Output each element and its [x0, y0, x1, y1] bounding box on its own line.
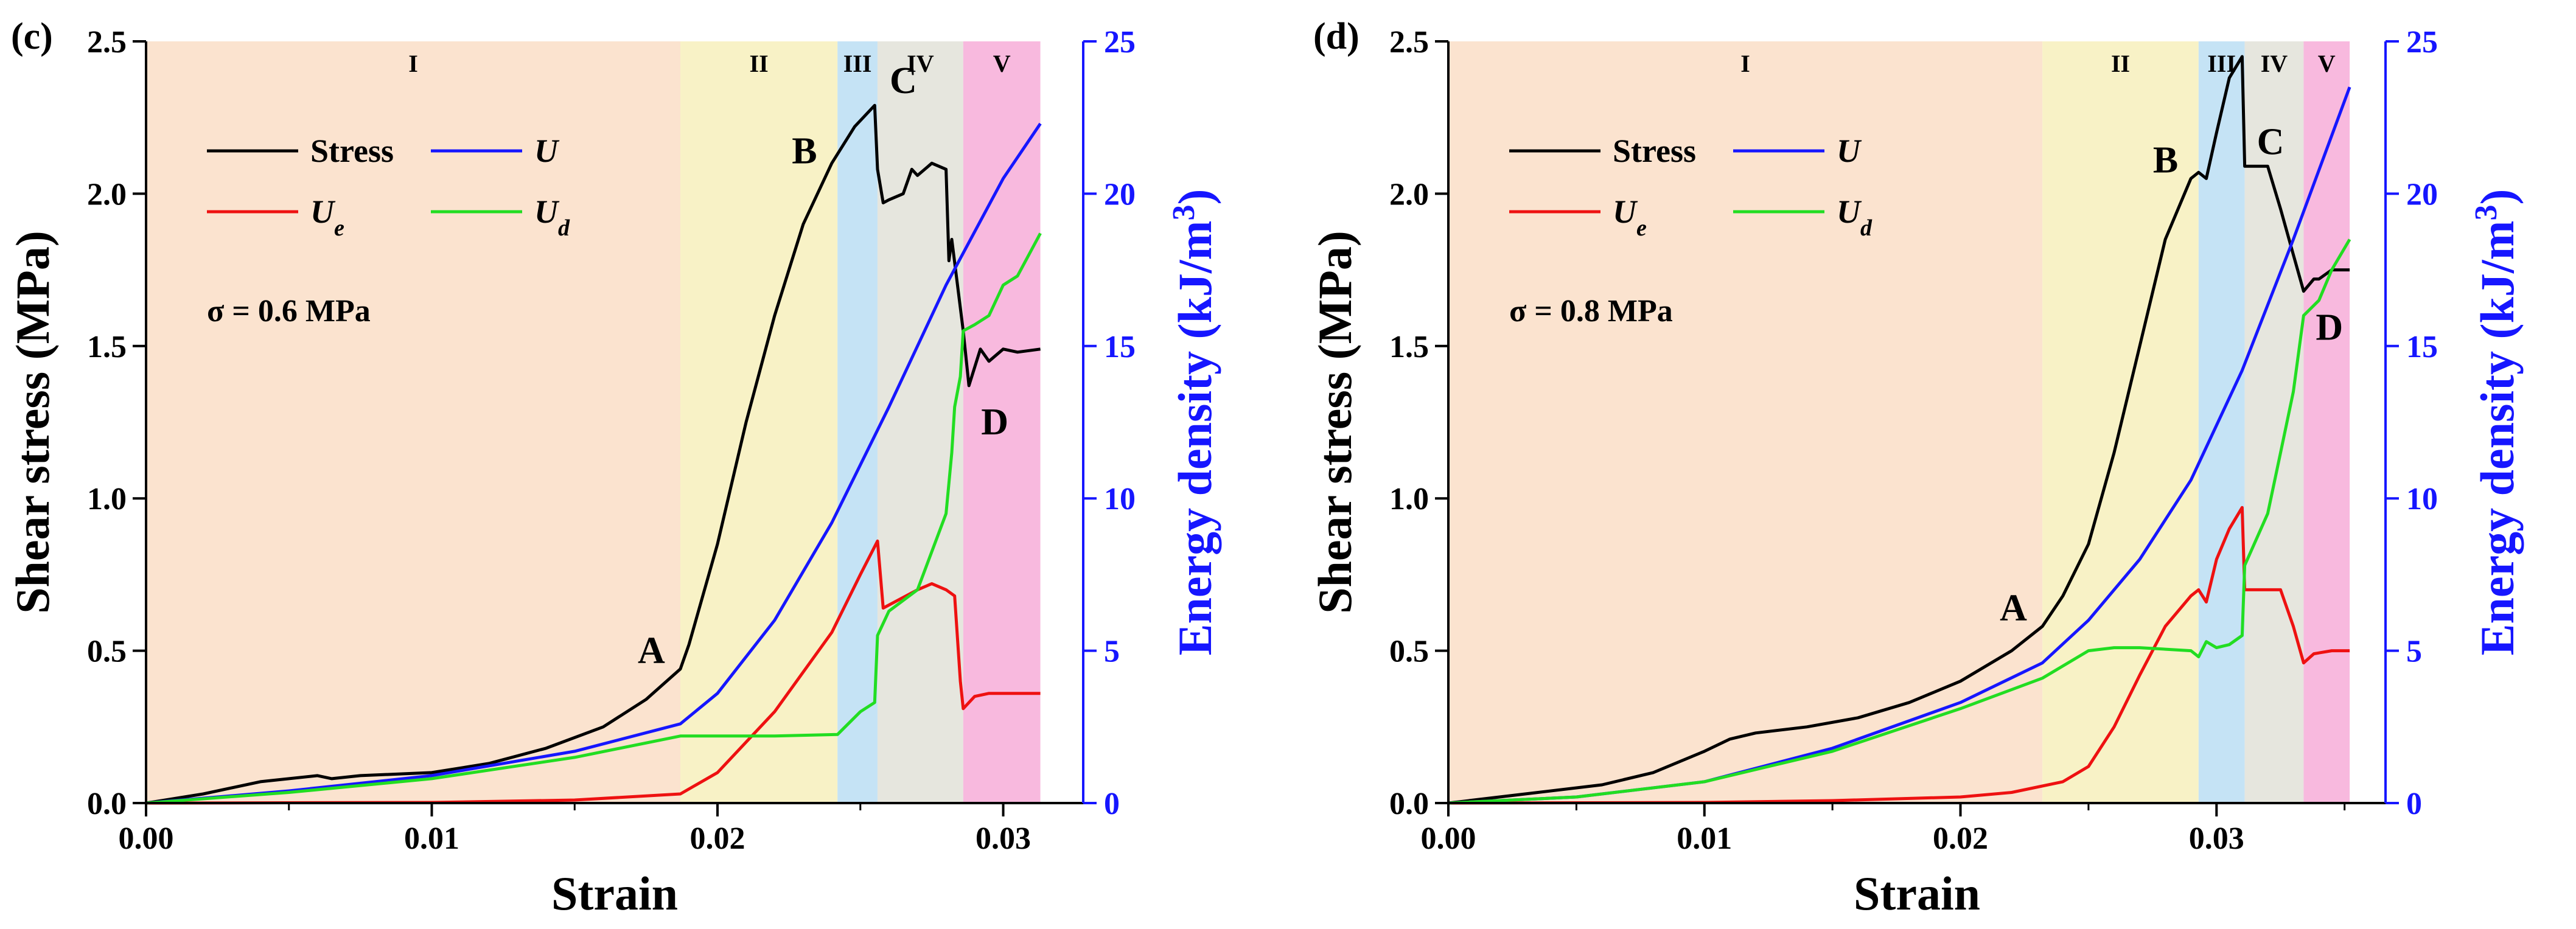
y-right-tick-label: 10	[2406, 482, 2438, 517]
y-left-tick-label: 2.0	[87, 177, 127, 212]
y-right-tick-label: 15	[2406, 330, 2438, 364]
point-label-c: C	[890, 60, 917, 102]
stage-band-v	[963, 41, 1041, 803]
legend-label-ue: Ue	[310, 193, 344, 241]
stress-annotation: σ = 0.8 MPa	[1509, 294, 1673, 329]
stage-label-ii: II	[750, 50, 769, 77]
legend-label-ud: Ud	[1837, 193, 1873, 241]
stress-annotation: σ = 0.6 MPa	[207, 294, 371, 329]
series-line-stress	[1448, 55, 2350, 805]
point-label-a: A	[2000, 588, 2027, 629]
y-right-tick-label: 25	[1104, 25, 1136, 60]
point-label-b: B	[2153, 139, 2178, 181]
x-axis-title: Strain	[551, 867, 678, 920]
stage-label-i: I	[1740, 50, 1750, 77]
y-left-tick-label: 1.0	[1389, 482, 1429, 517]
y-left-tick-label: 0.5	[1389, 635, 1429, 669]
x-tick-label: 0.02	[1933, 821, 1988, 856]
panel-label: (d)	[1313, 16, 1360, 57]
chart-svg-c: I II III IV V0.00 0.01 0.02 0.030.00.51.01.52.0…	[6, 16, 1222, 920]
stage-label-iv: IV	[2261, 50, 2288, 77]
y-left-axis-title: Shear stress (MPa)	[1308, 231, 1361, 614]
y-left-tick-label: 1.5	[1389, 330, 1429, 364]
point-label-b: B	[792, 130, 817, 172]
stage-band-iii	[2198, 41, 2245, 803]
stage-band-i	[1448, 41, 2043, 803]
series-line-ud	[145, 232, 1042, 805]
legend-label-stress: Stress	[1613, 133, 1696, 169]
y-right-axis-title: Energy density (kJ/m3)	[2469, 189, 2524, 655]
point-label-d: D	[981, 402, 1008, 443]
x-tick-label: 0.03	[976, 821, 1031, 856]
y-right-tick-label: 0	[2406, 787, 2422, 821]
point-label-a: A	[638, 630, 665, 672]
x-tick-label: 0.02	[690, 821, 745, 856]
stage-label-i: I	[408, 50, 418, 77]
x-tick-label: 0.01	[404, 821, 459, 856]
legend-label-ue: Ue	[1613, 193, 1647, 241]
y-left-tick-label: 0.0	[87, 787, 127, 821]
y-left-tick-label: 1.0	[87, 482, 127, 517]
point-label-c: C	[2257, 121, 2285, 162]
y-right-tick-label: 5	[1104, 635, 1120, 669]
x-axis-title: Strain	[1854, 867, 1980, 920]
chart-panel-d: I II III IV V 0.00 0.01 0.02 0.03 0.0 0.5 1.0 1.5 2.0…	[1302, 0, 2576, 929]
stage-label-v: V	[993, 50, 1011, 77]
point-label-d: D	[2316, 307, 2343, 349]
x-tick-label: 0.01	[1677, 821, 1732, 856]
series-line-ue	[145, 539, 1041, 805]
y-right-tick-label: 10	[1104, 482, 1136, 517]
x-tick-label: 0.03	[2189, 821, 2244, 856]
series-line-u	[145, 122, 1042, 805]
series-line-ud	[1448, 238, 2351, 805]
stage-band-iii	[837, 41, 878, 803]
y-left-tick-label: 2.0	[1389, 177, 1429, 212]
chart-panel-c: I II III IV V 0.00 0.01 0.02 0.03 0.0 0.5 1.0 1.5 2.0…	[6, 16, 1222, 920]
chart-svg-d: I II III IV V0.00 0.01 0.02 0.030.00.51.01.52.0…	[1308, 16, 2524, 920]
y-left-tick-label: 2.5	[87, 25, 127, 60]
y-left-tick-label: 1.5	[87, 330, 127, 364]
legend-label-u: U	[534, 133, 560, 169]
y-right-tick-label: 20	[1104, 177, 1136, 212]
y-right-tick-label: 15	[1104, 330, 1136, 364]
y-right-tick-label: 20	[2406, 177, 2438, 212]
y-right-tick-label: 5	[2406, 635, 2422, 669]
x-tick-label: 0.00	[119, 821, 174, 856]
y-left-tick-label: 0.0	[1389, 787, 1429, 821]
y-right-tick-label: 25	[2406, 25, 2438, 60]
stage-band-iv	[2244, 41, 2304, 803]
y-left-tick-label: 0.5	[87, 635, 127, 669]
legend-label-ud: Ud	[534, 193, 570, 241]
stage-label-v: V	[2318, 50, 2336, 77]
stage-band-i	[146, 41, 680, 803]
stage-band-ii	[680, 41, 838, 803]
stage-band-v	[2303, 41, 2350, 803]
y-right-tick-label: 0	[1104, 787, 1120, 821]
stage-label-iii: III	[843, 50, 872, 77]
stage-label-ii: II	[2111, 50, 2130, 77]
y-left-axis-title: Shear stress (MPa)	[6, 231, 59, 614]
stage-label-iv: IV	[907, 50, 934, 77]
x-tick-label: 0.00	[1421, 821, 1476, 856]
stage-band-iv	[877, 41, 963, 803]
y-right-axis-title: Energy density (kJ/m3)	[1167, 189, 1222, 655]
legend-label-stress: Stress	[310, 133, 394, 169]
series-line-ue	[1448, 506, 2350, 805]
y-left-tick-label: 2.5	[1389, 25, 1429, 60]
legend-label-u: U	[1837, 133, 1862, 169]
panel-label: (c)	[11, 16, 53, 57]
series-line-stress	[145, 103, 1041, 805]
